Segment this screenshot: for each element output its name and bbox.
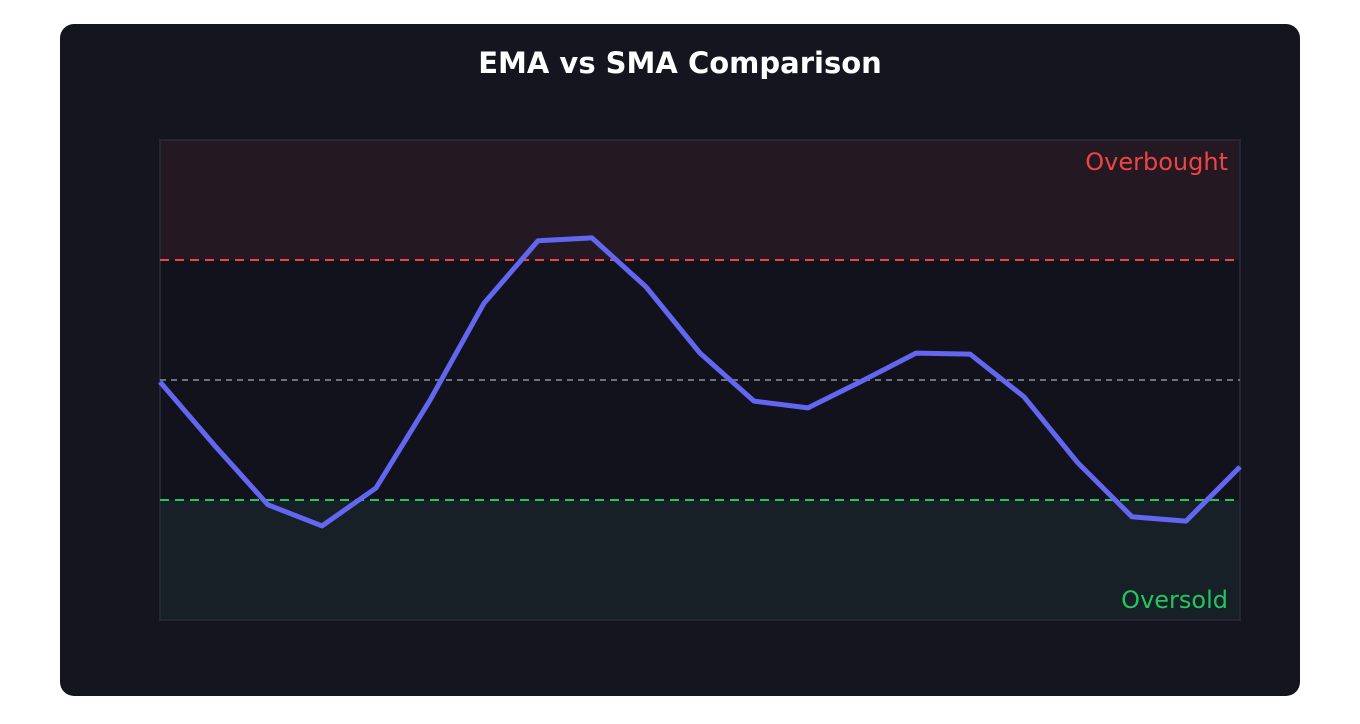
oversold-label: Oversold	[1121, 586, 1228, 614]
overbought-zone	[160, 140, 1240, 260]
series-line	[158, 235, 1242, 529]
overbought-label: Overbought	[1085, 148, 1228, 176]
oversold-zone	[160, 500, 1240, 620]
chart-title: EMA vs SMA Comparison	[478, 46, 882, 80]
